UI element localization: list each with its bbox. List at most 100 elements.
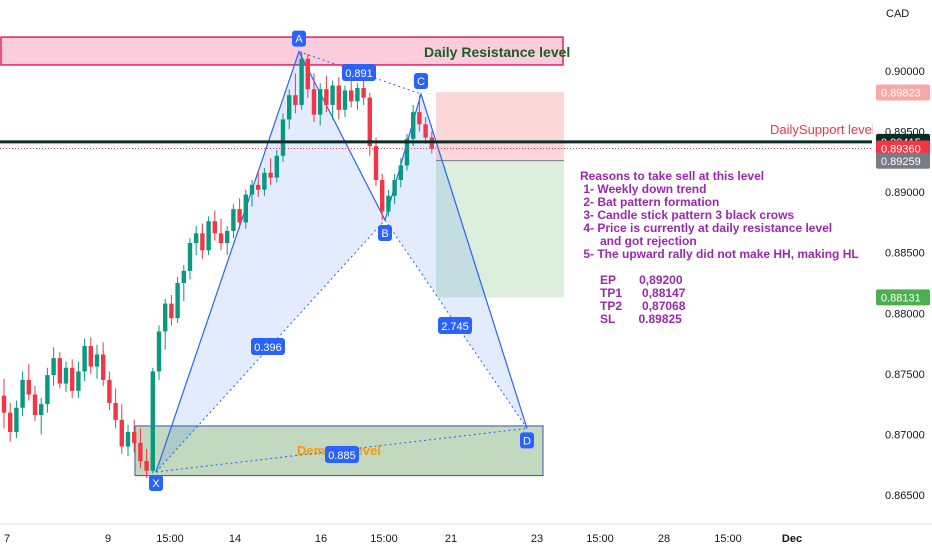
candle-body — [311, 89, 317, 115]
candle-body — [70, 367, 75, 391]
candle — [324, 75, 329, 113]
candle — [57, 352, 62, 389]
candle — [26, 364, 31, 401]
price-tick-label: 0.88000 — [885, 308, 925, 320]
price-badge: 0.88131 — [876, 289, 930, 306]
pattern-point-badge — [520, 432, 534, 449]
price-tick-label: 0.87000 — [885, 429, 925, 441]
time-tick-label: 7 — [4, 533, 10, 545]
candle — [163, 298, 168, 350]
candle-body — [243, 194, 248, 223]
resistance-zone — [0, 36, 564, 66]
pattern-point-label: C — [417, 76, 425, 88]
price-badge-bg — [876, 152, 930, 169]
candle-body — [187, 243, 193, 271]
candle-body — [175, 283, 180, 319]
candle-body — [324, 89, 329, 105]
price-badge-value: 0.89360 — [881, 144, 921, 156]
pattern-point-badge — [292, 30, 306, 47]
candle-body — [32, 394, 38, 416]
price-badge-bg — [876, 84, 930, 101]
pattern-point-d: D — [520, 432, 534, 449]
candle-body — [392, 180, 397, 196]
candle-body — [330, 85, 335, 105]
price-tick-label: 0.88500 — [885, 248, 925, 260]
candle-body — [94, 354, 100, 367]
candle-body — [274, 155, 279, 178]
candle-body — [231, 209, 236, 231]
candle-body — [200, 233, 205, 251]
stop-loss-zone — [436, 92, 564, 161]
xab-triangle — [156, 51, 385, 472]
candle — [70, 359, 75, 399]
candle-body — [305, 58, 310, 90]
candle — [386, 189, 391, 217]
price-axis[interactable]: CAD0.900000.895000.890000.885000.880000.… — [873, 0, 932, 550]
candle — [156, 325, 162, 380]
ratio-value: 2.745 — [441, 321, 469, 333]
candle — [268, 158, 273, 185]
take-profit-zone — [436, 160, 564, 298]
candle — [218, 218, 224, 251]
ratio-value: 0.891 — [345, 68, 373, 80]
candle — [318, 83, 323, 126]
candle-body — [373, 146, 379, 181]
candle — [299, 51, 304, 110]
candle — [355, 83, 360, 110]
ratio-badge: 2.745 — [438, 317, 472, 334]
time-tick-label: 15:00 — [156, 533, 184, 545]
pattern-point-badge — [414, 73, 428, 90]
price-badge-bg — [876, 289, 930, 306]
note-line: and got rejection — [580, 234, 697, 248]
pattern-point-label: A — [295, 34, 303, 46]
candle — [14, 400, 19, 439]
candle-body — [349, 90, 354, 102]
candle-body — [1, 395, 7, 413]
candle — [138, 428, 143, 469]
price-badge: 0.89259 — [876, 152, 930, 169]
candle-body — [398, 165, 403, 181]
candle — [150, 367, 155, 474]
candle-body — [125, 432, 131, 447]
candle-body — [8, 412, 13, 433]
pattern-point-badge — [378, 225, 392, 242]
note-line: 1- Weekly down trend — [580, 182, 706, 196]
candle — [311, 73, 317, 122]
candle — [349, 80, 354, 108]
candle — [206, 216, 211, 256]
candle — [262, 167, 267, 196]
candle-body — [299, 58, 304, 105]
candle-body — [225, 230, 230, 244]
candle-body — [361, 87, 366, 98]
bcd-triangle — [385, 94, 527, 429]
candle — [119, 404, 124, 454]
candle — [225, 226, 230, 256]
candle — [423, 117, 428, 144]
candle-body — [342, 90, 348, 110]
time-tick-label: 15:00 — [370, 533, 398, 545]
candle-body — [51, 358, 56, 376]
pattern-point-b: B — [378, 225, 392, 242]
candle — [51, 347, 56, 386]
candle-body — [318, 89, 323, 115]
candle — [82, 338, 87, 382]
candle — [101, 342, 106, 386]
price-badge-value: 0.89259 — [881, 156, 921, 168]
ratio-badge-bg — [325, 446, 359, 463]
trade-notes: Reasons to take sell at this level 1- We… — [580, 169, 859, 326]
pattern-point-label: X — [152, 478, 160, 490]
candle — [243, 189, 248, 229]
time-tick-label: 9 — [105, 533, 111, 545]
candle — [411, 104, 416, 147]
candle-body — [119, 419, 124, 447]
price-axis-bg — [873, 0, 932, 550]
candle — [107, 371, 112, 411]
candle — [380, 173, 385, 221]
candle-body — [280, 119, 286, 156]
candle — [342, 85, 348, 118]
time-axis[interactable]: 7 9 15:00 14 16 15:00 21 23 15:00 28 15:00 Dec — [0, 523, 932, 545]
candle — [367, 92, 372, 156]
note-line: 3- Candle stick pattern 3 black crows — [580, 208, 794, 222]
